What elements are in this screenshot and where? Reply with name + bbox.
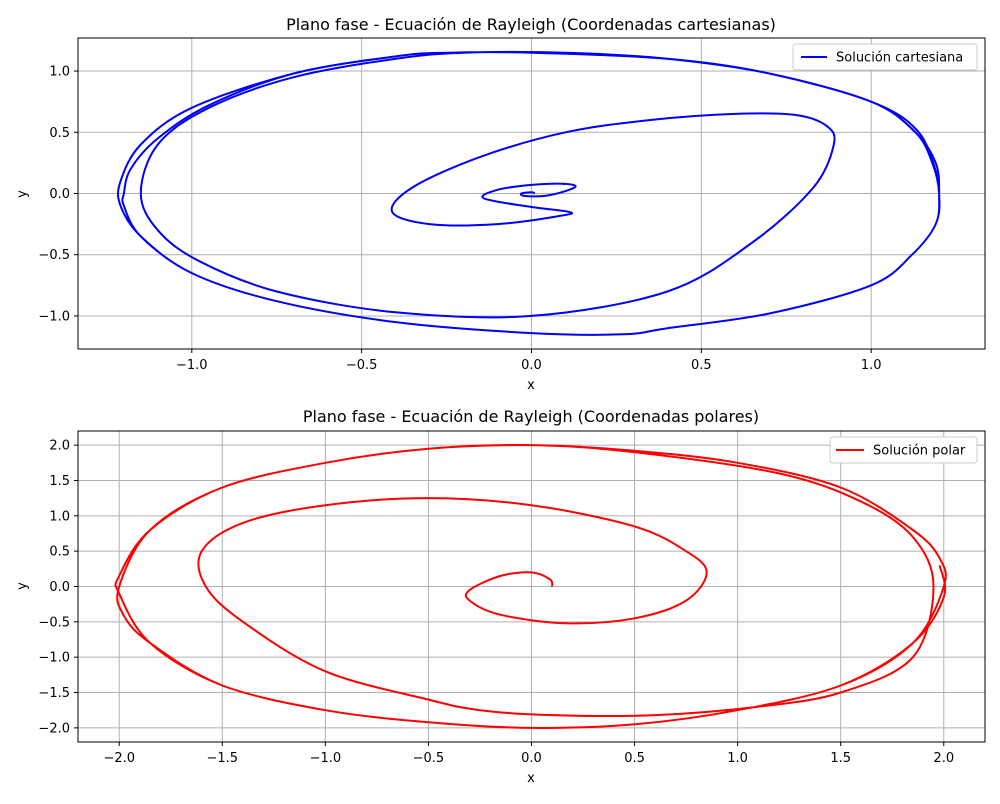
x-tick-label: −1.0	[310, 751, 342, 766]
x-tick-label: −0.5	[346, 358, 378, 373]
y-tick-label: −1.5	[38, 686, 70, 701]
y-tick-label: 0.5	[49, 126, 70, 141]
x-tick-label: 0.5	[691, 358, 712, 373]
y-tick-label: 1.0	[49, 509, 70, 524]
y-tick-label: −0.5	[38, 248, 70, 263]
x-tick-label: −0.5	[413, 751, 445, 766]
legend-box	[792, 43, 978, 71]
y-tick-label: 1.0	[49, 65, 70, 80]
legend-box	[829, 436, 978, 464]
y-tick-label: 0.5	[49, 545, 70, 560]
x-tick-label: 2.0	[933, 751, 954, 766]
polar-chart-panel: Plano fase - Ecuación de Rayleigh (Coord…	[15, 407, 986, 786]
y-tick-label: 1.5	[49, 474, 70, 489]
y-tick-label: −0.5	[38, 615, 70, 630]
gridlines	[78, 431, 985, 742]
gridlines	[78, 38, 985, 349]
y-tick-label: 0.0	[49, 187, 70, 202]
x-tick-label: −1.5	[207, 751, 239, 766]
chart-title: Plano fase - Ecuación de Rayleigh (Coord…	[286, 15, 776, 34]
x-axis-label: x	[527, 378, 535, 393]
legend-label: Solución polar	[873, 444, 966, 459]
y-tick-label: 2.0	[49, 439, 70, 454]
chart-title: Plano fase - Ecuación de Rayleigh (Coord…	[303, 407, 759, 426]
x-tick-label: 1.0	[861, 358, 882, 373]
cartesian-chart-panel: Plano fase - Ecuación de Rayleigh (Coord…	[15, 15, 986, 393]
x-tick-label: −1.0	[176, 358, 208, 373]
x-tick-label: −2.0	[103, 751, 135, 766]
x-axis-label: x	[527, 771, 535, 786]
axis-ticks: −1.0 −0.5 0.0 0.5 1.0 −1.0 −0.5 0.0 0.5 1.0	[38, 65, 881, 373]
y-tick-label: −2.0	[38, 721, 70, 736]
x-tick-label: 1.5	[830, 751, 851, 766]
y-axis-label: y	[15, 190, 30, 198]
y-tick-label: 0.0	[49, 580, 70, 595]
x-tick-label: 0.5	[624, 751, 645, 766]
axis-ticks: −2.0 −1.5 −1.0 −0.5 0.0 0.5 1.0 1.5 2.0 −2.0 −1.5 −…	[38, 439, 954, 766]
legend: Solución polar	[829, 436, 978, 464]
legend: Solución cartesiana	[792, 43, 978, 71]
polar-solution-line	[114, 443, 947, 729]
legend-label: Solución cartesiana	[836, 51, 963, 66]
x-tick-label: 1.0	[727, 751, 748, 766]
y-axis-label: y	[15, 582, 30, 590]
y-tick-label: −1.0	[38, 651, 70, 666]
x-tick-label: 0.0	[521, 358, 542, 373]
y-tick-label: −1.0	[38, 309, 70, 324]
cartesian-solution-line	[116, 50, 941, 336]
x-tick-label: 0.0	[521, 751, 542, 766]
